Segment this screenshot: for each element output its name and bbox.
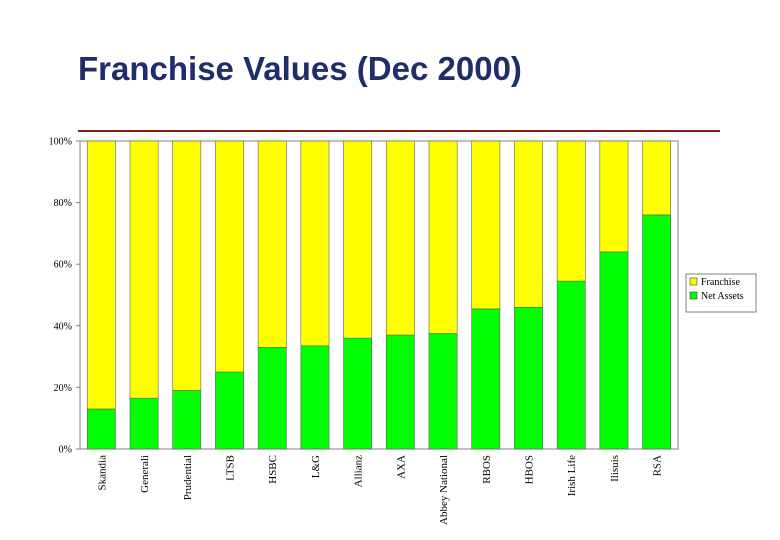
bar-net-assets — [215, 371, 244, 450]
legend: Franchise Net Assets — [685, 273, 757, 313]
y-tick-label: 80% — [54, 198, 72, 209]
y-axis: 0% 20% 40% 60% 80% 100% — [49, 137, 80, 456]
x-category-label: Prudential — [182, 455, 194, 500]
bar-franchise — [343, 140, 373, 339]
legend-box — [685, 273, 757, 313]
bar-net-assets — [385, 334, 415, 450]
bar-franchise — [556, 140, 586, 282]
bar-net-assets — [300, 345, 330, 450]
x-category-label: RSA — [652, 455, 664, 476]
bars — [86, 140, 672, 450]
legend-label: Franchise — [701, 277, 740, 288]
x-category-label: LTSB — [225, 455, 237, 481]
x-category-label: Irish Life — [566, 455, 578, 496]
y-tick-label: 60% — [54, 260, 72, 271]
bar-franchise — [599, 140, 629, 253]
slide-title: Franchise Values (Dec 2000) — [78, 50, 522, 87]
bar-franchise — [428, 140, 458, 334]
bar-franchise — [215, 140, 244, 373]
legend-swatch — [689, 291, 698, 300]
x-category-label: Allianz — [353, 455, 365, 487]
plot-frame — [79, 140, 679, 450]
bar-franchise — [86, 140, 116, 410]
bar-franchise — [642, 140, 672, 216]
title-divider — [78, 130, 720, 132]
y-tick-label: 100% — [49, 137, 72, 148]
x-category-label: L&G — [310, 455, 322, 478]
bar-franchise — [514, 140, 543, 308]
bar-net-assets — [599, 251, 629, 450]
x-category-label: Ilisuis — [609, 455, 621, 482]
x-category-label: Abbey National — [438, 455, 450, 525]
y-tick-label: 40% — [54, 321, 72, 332]
x-category-label: Generali — [139, 455, 151, 493]
bar-franchise — [471, 140, 501, 310]
x-category-label: AXA — [395, 455, 407, 479]
y-tick-label: 0% — [59, 445, 72, 456]
y-tick-label: 20% — [54, 383, 72, 394]
bar-franchise — [385, 140, 415, 336]
bar-net-assets — [172, 390, 202, 450]
x-axis: Skandia Generali Prudential LTSB HSBC L&G Alli… — [96, 455, 663, 525]
bar-franchise — [172, 140, 202, 391]
x-category-label: RBOS — [481, 455, 493, 484]
bar-net-assets — [556, 280, 586, 450]
legend-swatch — [689, 277, 698, 286]
legend-label: Net Assets — [701, 291, 744, 302]
bar-franchise — [257, 140, 287, 348]
bar-net-assets — [86, 408, 116, 450]
plot-border — [79, 140, 679, 450]
bar-net-assets — [471, 308, 501, 450]
bar-net-assets — [257, 347, 287, 450]
x-category-label: HSBC — [267, 455, 279, 484]
bar-franchise — [129, 140, 159, 399]
bar-franchise — [300, 140, 330, 347]
bar-net-assets — [129, 397, 159, 450]
x-category-label: HBOS — [524, 455, 536, 484]
bar-net-assets — [343, 337, 373, 450]
bar-net-assets — [428, 333, 458, 450]
bar-net-assets — [514, 307, 543, 450]
x-category-label: Skandia — [96, 455, 108, 491]
bar-net-assets — [642, 214, 672, 450]
